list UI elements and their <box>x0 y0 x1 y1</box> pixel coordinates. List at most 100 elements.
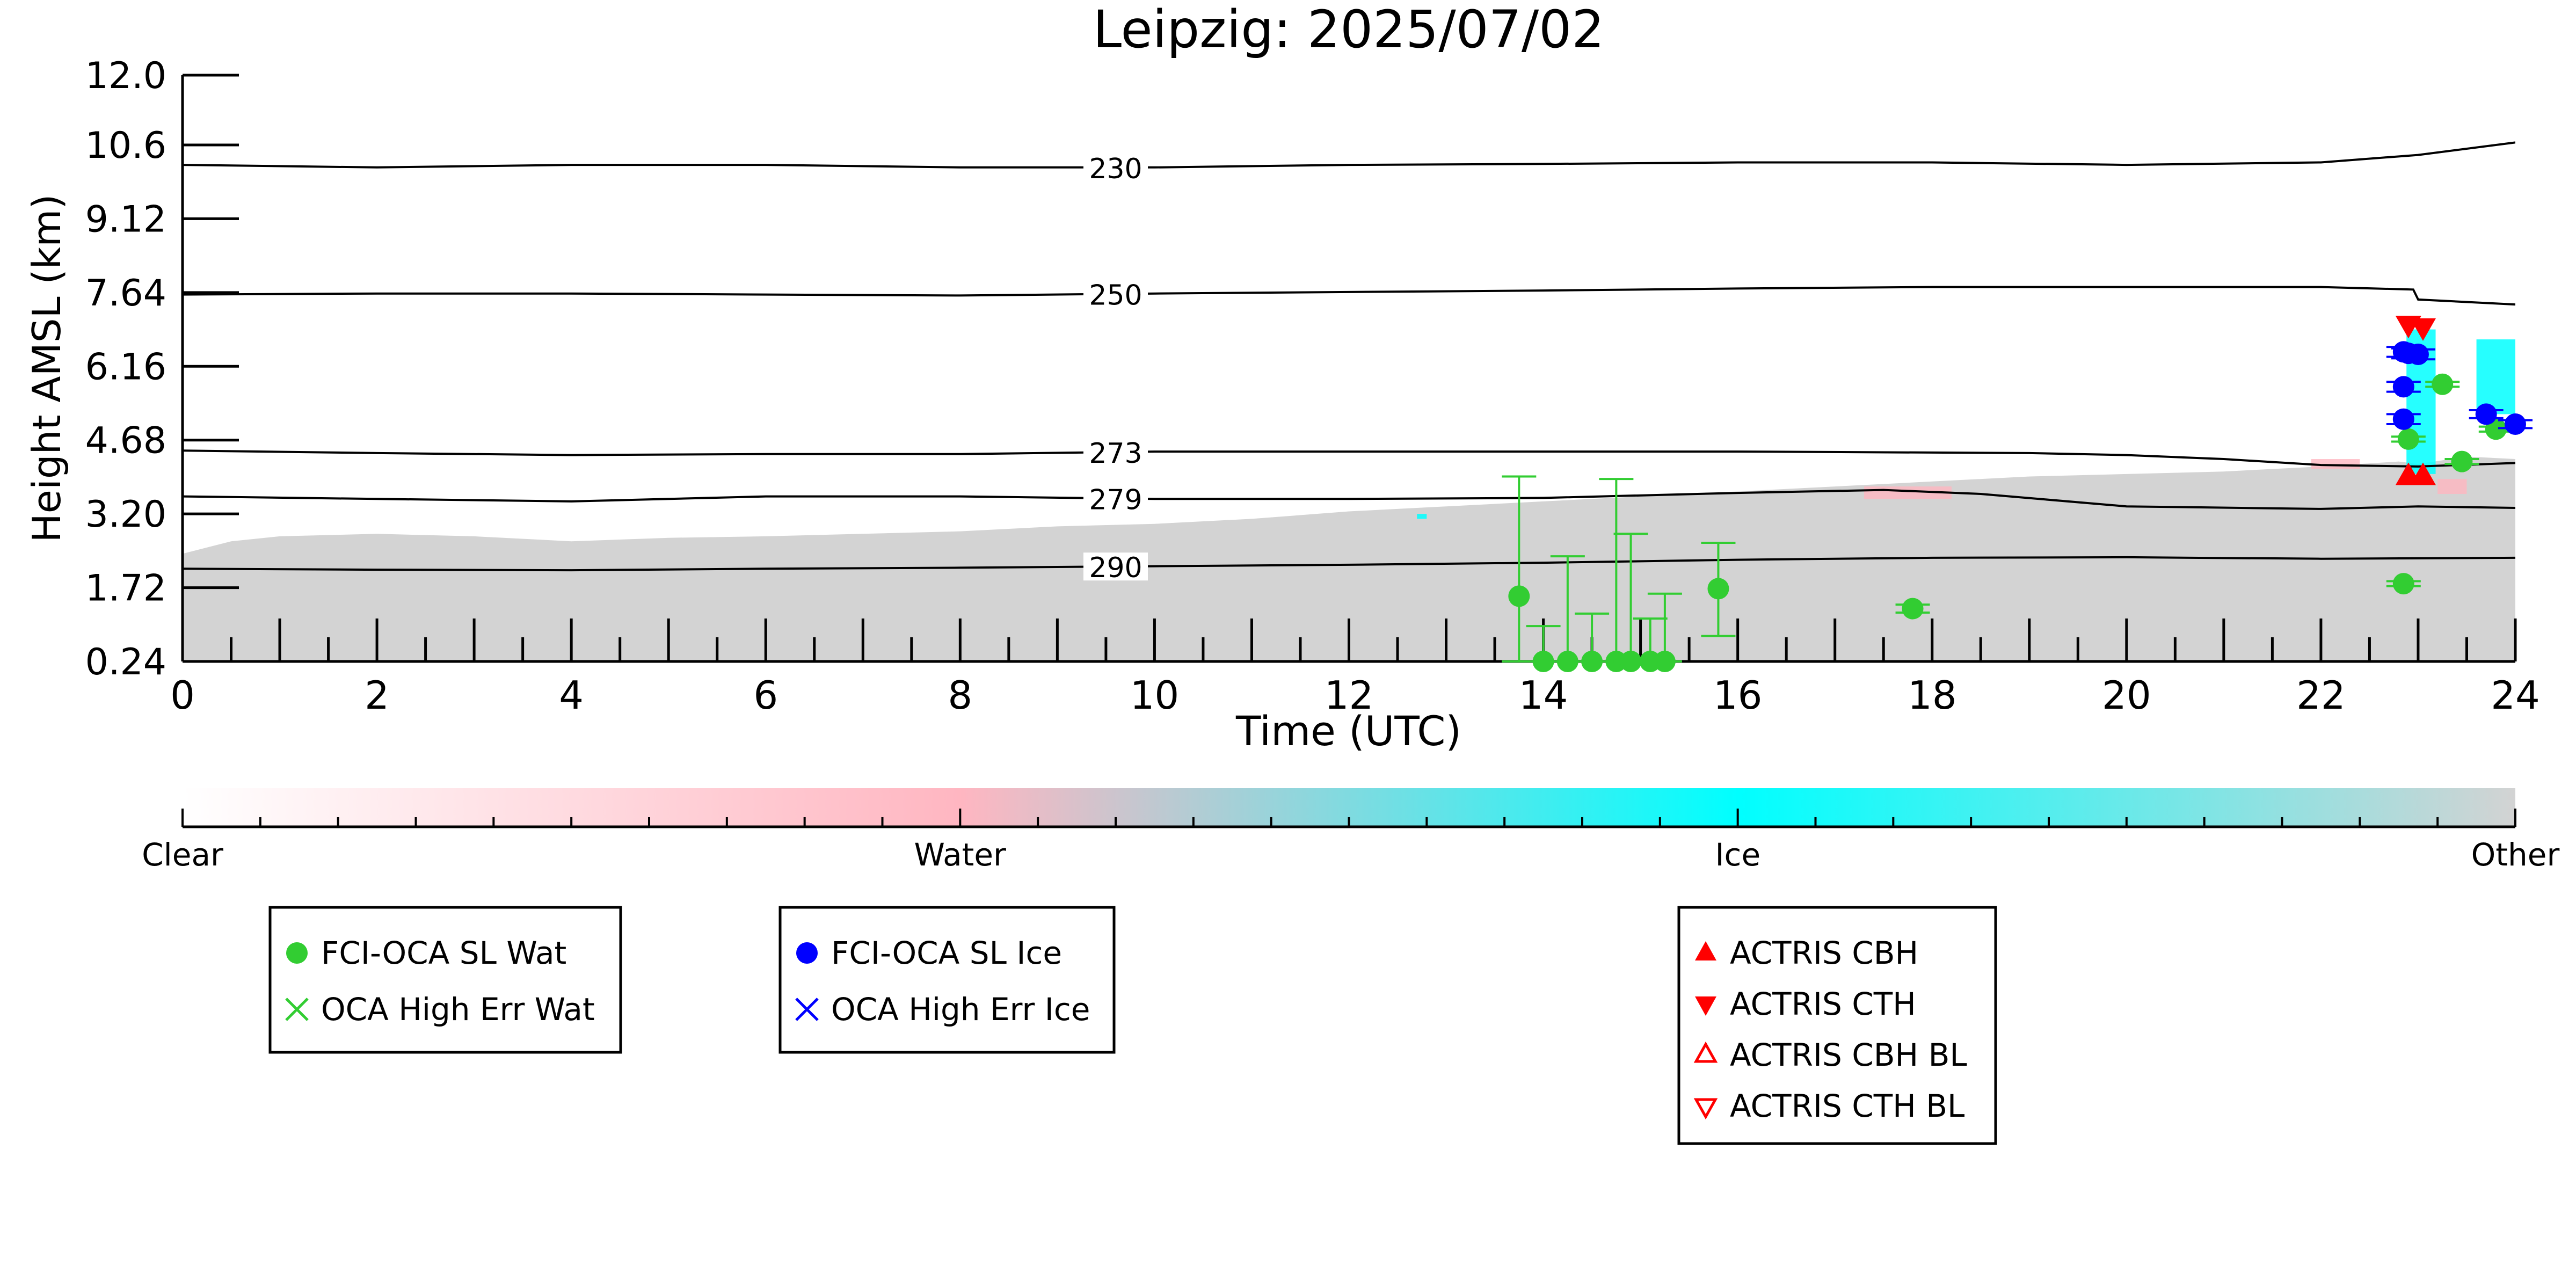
series-fci-oca-sl-ice <box>2386 341 2533 435</box>
colorbar-label: Ice <box>1715 836 1760 873</box>
data-point <box>2451 450 2473 472</box>
data-point <box>1532 651 1554 672</box>
isotherm-label-bg <box>1083 438 1148 466</box>
isotherm-label-bg <box>1083 153 1148 181</box>
x-tick-label: 6 <box>753 673 778 718</box>
series-fci-oca-sl-wat <box>1502 373 2513 672</box>
data-point <box>2392 408 2414 430</box>
data-point <box>1707 578 1729 600</box>
legend-box-2: FCI-OCA SL Ice OCA High Err Ice <box>778 906 1116 1054</box>
y-tick-label: 6.16 <box>85 346 166 388</box>
legend-marker-triangle-up <box>1695 941 1716 960</box>
data-point <box>1902 598 1924 620</box>
x-tick-label: 2 <box>365 673 389 718</box>
colorbar-label: Other <box>2471 836 2560 873</box>
isotherm-279 <box>183 489 2515 510</box>
isotherm-label: 290 <box>1089 552 1142 584</box>
x-tick-label: 8 <box>948 673 972 718</box>
legend-marker-circle <box>796 942 818 964</box>
legend-entry-label: OCA High Err Ice <box>831 991 1090 1028</box>
legend-entry-label: FCI-OCA SL Ice <box>831 935 1062 971</box>
legend-frame <box>1677 906 1997 1145</box>
isotherm-290 <box>183 556 2515 572</box>
x-tick-label: 14 <box>1519 673 1568 718</box>
data-point <box>2397 428 2419 450</box>
y-tick-label: 12.0 <box>85 55 166 97</box>
data-point <box>1508 585 1530 607</box>
colorbar-label: Clear <box>142 836 223 873</box>
isotherm-273 <box>183 449 2515 468</box>
y-tick-label: 4.68 <box>85 420 166 462</box>
x-tick-label: 22 <box>2296 673 2346 718</box>
data-series <box>1502 316 2533 672</box>
cloud-water-patch <box>2311 459 2360 469</box>
data-point <box>2410 318 2436 341</box>
x-tick-label: 0 <box>170 673 195 718</box>
legend-marker-triangle-up-open <box>1693 1041 1718 1063</box>
x-tick-label: 4 <box>559 673 584 718</box>
x-tick-label: 16 <box>1713 673 1763 718</box>
cloud-ice-patch <box>1417 514 1427 519</box>
legend-entry-label: ACTRIS CTH BL <box>1730 1088 1964 1124</box>
y-tick-label: 3.20 <box>85 493 166 536</box>
data-point <box>2505 413 2526 435</box>
isotherm-label-bg <box>1083 484 1148 513</box>
series-actris-cth <box>2395 316 2436 341</box>
data-point <box>1556 651 1578 672</box>
legend-marker-triangle-down <box>1695 996 1716 1016</box>
x-tick-label: 24 <box>2491 673 2540 718</box>
legend-marker-x <box>795 998 819 1021</box>
y-tick-label: 7.64 <box>85 272 166 315</box>
isotherm-230 <box>183 141 2515 169</box>
x-axis-label: Time (UTC) <box>1235 707 1461 755</box>
data-point <box>1620 651 1642 672</box>
data-point <box>2475 403 2497 425</box>
plot-area <box>183 141 2515 661</box>
legend-frame <box>778 906 1116 1054</box>
legend-box-1: FCI-OCA SL Wat OCA High Err Wat <box>268 906 622 1054</box>
data-point <box>2392 376 2414 398</box>
data-point <box>2410 462 2436 485</box>
legend-frame <box>268 906 622 1054</box>
legend-marker-x <box>285 998 309 1021</box>
legend-box-3: ACTRIS CBH ACTRIS CTH ACTRIS CBH BL ACTRIS … <box>1677 906 1997 1145</box>
y-axis-label: Height AMSL (km) <box>24 194 69 543</box>
data-point <box>2407 344 2429 365</box>
isotherm-label: 250 <box>1089 279 1142 311</box>
x-tick-label: 12 <box>1325 673 1374 718</box>
x-tick-label: 20 <box>2102 673 2151 718</box>
isotherm-label: 279 <box>1089 484 1142 516</box>
legend-entry-label: OCA High Err Wat <box>321 991 595 1028</box>
legend-entry-label: ACTRIS CBH <box>1730 935 1918 971</box>
isotherm-label-bg <box>1083 552 1148 581</box>
y-tick-label: 0.24 <box>85 641 166 683</box>
isotherm-label: 273 <box>1089 438 1142 470</box>
legend-entry-label: ACTRIS CTH <box>1730 986 1916 1022</box>
isotherm-label-bg <box>1083 280 1148 308</box>
colorbar-label: Water <box>914 836 1006 873</box>
y-tick-label: 1.72 <box>85 567 166 610</box>
x-tick-label: 18 <box>1908 673 1957 718</box>
series-actris-cbh <box>2395 462 2436 485</box>
cloud-ice-patch <box>2476 339 2515 414</box>
legend-marker-circle <box>286 942 308 964</box>
legend-entry-label: FCI-OCA SL Wat <box>321 935 566 971</box>
isotherm-250 <box>183 286 2515 306</box>
colorbar: Clear Water Ice Other <box>142 788 2559 873</box>
isotherm-lines <box>183 141 2515 572</box>
cloud-classification-field <box>183 329 2515 661</box>
data-point <box>1654 651 1676 672</box>
y-tick-label: 9.12 <box>85 198 166 241</box>
isotherm-label: 230 <box>1089 153 1142 185</box>
data-point <box>2392 573 2414 595</box>
cloud-other-area <box>183 456 2515 661</box>
data-point <box>2432 373 2454 395</box>
cloud-water-patch <box>2437 479 2467 494</box>
legend-entry-label: ACTRIS CBH BL <box>1730 1037 1967 1073</box>
chart-title: Leipzig: 2025/07/02 <box>1093 0 1605 60</box>
y-tick-label: 10.6 <box>85 125 166 167</box>
x-tick-label: 10 <box>1130 673 1180 718</box>
